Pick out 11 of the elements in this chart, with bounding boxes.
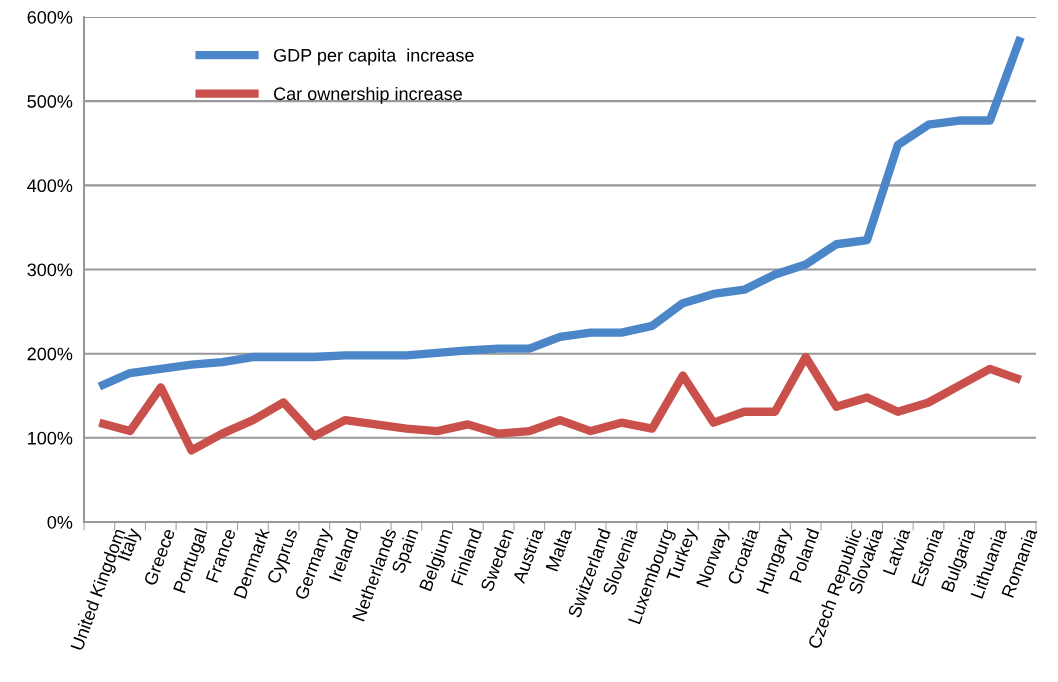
x-tick-label: Latvia xyxy=(882,526,911,576)
x-tick-label: France xyxy=(205,527,237,583)
y-tick-label: 100% xyxy=(28,431,73,445)
y-tick-label: 400% xyxy=(27,179,73,193)
legend-label: GDP per capita increase xyxy=(274,48,474,66)
y-tick-label: 0% xyxy=(47,515,73,529)
y-tick-label: 300% xyxy=(27,263,73,277)
y-tick-label: 200% xyxy=(27,347,73,361)
y-tick-label: 500% xyxy=(27,95,73,108)
y-tick-label: 600% xyxy=(27,10,73,24)
legend-label: Car ownership increase xyxy=(274,86,462,104)
